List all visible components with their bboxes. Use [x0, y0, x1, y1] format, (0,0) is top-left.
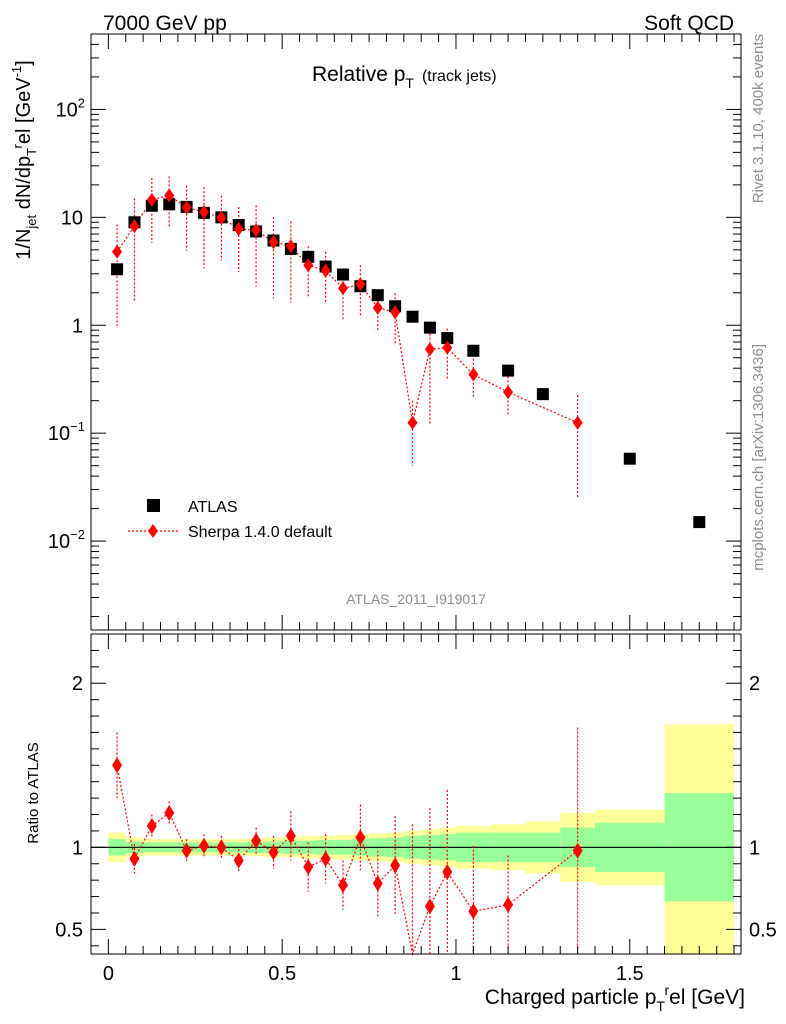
rivet-label: Rivet 3.1.10, 400k events — [750, 34, 767, 203]
ratio-y-tick-label: 0.5 — [55, 919, 83, 941]
ratio-sherpa-point — [285, 827, 296, 844]
ratio-y-tick-label: 2 — [72, 673, 83, 695]
sherpa-point — [372, 300, 383, 315]
atlas-point — [111, 263, 124, 276]
y-tick-label: 10−2 — [48, 527, 85, 553]
x-tick-label: 0 — [103, 963, 114, 985]
sherpa-point — [216, 210, 227, 225]
sherpa-point — [442, 340, 453, 355]
x-tick-label: 1.5 — [616, 963, 644, 985]
mcplots-label: mcplots.cern.ch [arXiv:1306.3436] — [750, 344, 767, 571]
ratio-y-tick-label-right: 1 — [749, 837, 760, 859]
y-tick-label: 102 — [56, 95, 85, 121]
ratio-sherpa-point — [572, 842, 583, 859]
ratio-sherpa-point — [216, 839, 227, 856]
atlas-point — [423, 321, 436, 334]
legend-sherpa-label: Sherpa 1.4.0 default — [188, 524, 333, 541]
main-plot: 102 10 1 10−1 10−2 Relative pT (track jets) A… — [9, 33, 742, 631]
atlas-point — [302, 250, 315, 263]
ratio-sherpa-point — [355, 829, 366, 846]
atlas-point — [623, 452, 636, 465]
sherpa-point — [268, 235, 279, 250]
atlas-point — [163, 198, 176, 211]
ratio-sherpa-point — [198, 837, 209, 854]
ratio-sherpa-point — [164, 804, 175, 821]
ratio-sherpa-line — [116, 765, 578, 957]
ratio-sherpa-point — [303, 859, 314, 876]
sherpa-point — [503, 385, 514, 400]
y-tick-label: 10−1 — [48, 419, 85, 445]
sherpa-point — [198, 205, 209, 220]
atlas-point — [536, 388, 549, 401]
sherpa-point — [424, 342, 435, 357]
legend-atlas-label: ATLAS — [188, 499, 238, 516]
ratio-sherpa-point — [112, 757, 123, 774]
sherpa-point — [181, 200, 192, 215]
sherpa-point — [390, 305, 401, 320]
ratio-sherpa-point — [424, 898, 435, 915]
sherpa-point — [129, 219, 140, 234]
ratio-sherpa-point — [338, 877, 349, 894]
ratio-sherpa-point — [129, 850, 140, 867]
sherpa-point — [285, 239, 296, 254]
x-tick-label: 1 — [450, 963, 461, 985]
atlas-point — [406, 310, 419, 323]
sherpa-point — [233, 221, 244, 236]
sherpa-point — [407, 415, 418, 430]
atlas-point — [467, 344, 480, 357]
ratio-plot-frame — [90, 633, 742, 955]
atlas-point — [337, 268, 350, 281]
ratio-plot: 2 2 1 1 0.5 0.5 Ratio to ATLAS — [25, 633, 777, 957]
watermark: ATLAS_2011_I919017 — [346, 591, 486, 607]
atlas-point — [693, 516, 706, 529]
ratio-sherpa-point — [251, 832, 262, 849]
atlas-point — [371, 289, 384, 302]
ratio-sherpa-point — [146, 818, 157, 834]
main-plot-frame — [90, 33, 742, 631]
y-tick-label: 10 — [61, 207, 83, 229]
ratio-sherpa-point — [390, 857, 401, 874]
sherpa-point — [320, 263, 331, 278]
sherpa-point — [303, 258, 314, 273]
sherpa-point — [164, 188, 175, 203]
sherpa-point — [355, 277, 366, 292]
ratio-ylabel: Ratio to ATLAS — [25, 742, 42, 843]
header-right: Soft QCD — [644, 12, 734, 35]
header-left: 7000 GeV pp — [103, 12, 227, 35]
main-ylabel: 1/Njet dN/dpTrel [GeV-1] — [9, 60, 39, 259]
legend-atlas-marker — [147, 499, 160, 512]
ratio-sherpa-point — [181, 842, 192, 859]
ratio-sherpa-point — [320, 850, 331, 867]
sherpa-point — [338, 281, 349, 296]
sherpa-point — [468, 367, 479, 382]
chart-title: Relative pT (track jets) — [312, 63, 497, 91]
ratio-sherpa-point — [268, 844, 279, 861]
x-tick-label: 0.5 — [268, 963, 296, 985]
ratio-y-tick-label-right: 0.5 — [749, 919, 777, 941]
ratio-sherpa-point — [372, 875, 383, 892]
legend-sherpa-marker — [148, 524, 158, 538]
ratio-sherpa-point — [503, 896, 514, 913]
sherpa-point — [572, 415, 583, 430]
xlabel: Charged particle pTrel [GeV] — [485, 982, 745, 1014]
atlas-point — [502, 364, 515, 377]
ratio-y-tick-label: 1 — [72, 837, 83, 859]
sherpa-point — [112, 244, 123, 259]
atlas-point — [441, 332, 454, 345]
y-tick-label: 1 — [72, 315, 83, 337]
ratio-sherpa-point — [468, 903, 479, 920]
sherpa-point — [146, 192, 157, 207]
ratio-sherpa-point — [442, 863, 453, 880]
ratio-y-tick-label-right: 2 — [749, 673, 760, 695]
sherpa-point — [251, 223, 262, 238]
legend: ATLAS Sherpa 1.4.0 default — [128, 499, 333, 541]
ratio-sherpa-point — [233, 852, 244, 869]
